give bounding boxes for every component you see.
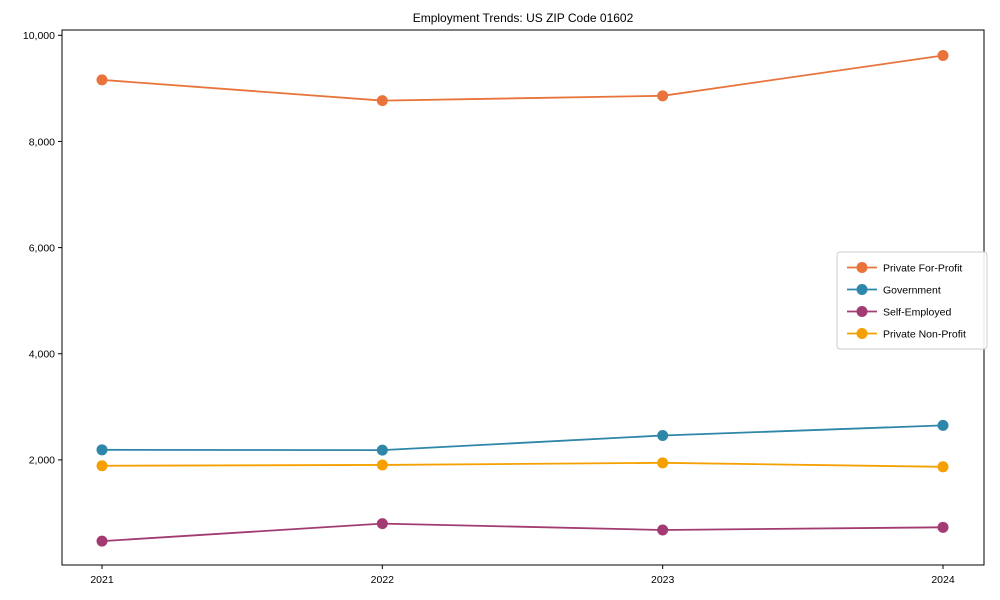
x-tick-label: 2023 — [651, 574, 675, 586]
data-point-private-non-profit — [937, 461, 949, 473]
data-point-self-employed — [937, 521, 949, 533]
data-point-government — [96, 444, 108, 456]
series-line-private-non-profit — [101, 461, 944, 468]
y-tick-label: 6,000 — [29, 242, 55, 254]
y-tick-label: 8,000 — [29, 136, 55, 148]
data-point-government — [657, 429, 669, 441]
data-point-government — [937, 419, 949, 431]
plot-layer: 2,000 4,000 6,000 8,000 10,000 2021 2022 2023 20… — [23, 29, 988, 586]
data-point-private-for-profit — [96, 74, 108, 86]
legend-label-government: Government — [883, 284, 941, 296]
data-point-government — [376, 444, 388, 456]
series-line-government — [101, 424, 944, 451]
data-point-private-non-profit — [96, 460, 108, 472]
legend-swatch-marker-self-employed — [856, 306, 868, 317]
legend-label-private-non-profit: Private Non-Profit — [883, 328, 966, 340]
legend-label-private-for-profit: Private For-Profit — [883, 262, 962, 274]
legend-box — [836, 251, 988, 350]
data-point-self-employed — [657, 524, 669, 536]
y-tick-label: 2,000 — [29, 455, 55, 467]
data-point-private-non-profit — [376, 459, 388, 471]
data-point-self-employed — [96, 535, 108, 547]
series-line-self-employed — [101, 522, 944, 543]
legend-swatch-marker-government — [856, 284, 868, 295]
data-point-self-employed — [376, 518, 388, 530]
x-tick-label: 2024 — [931, 574, 955, 586]
chart-title: Employment Trends: US ZIP Code 01602 — [413, 11, 634, 25]
data-point-private-for-profit — [376, 95, 388, 107]
y-tick-label: 10,000 — [23, 30, 55, 42]
data-point-private-non-profit — [657, 457, 669, 469]
data-point-private-for-profit — [937, 49, 949, 61]
x-tick-label: 2021 — [90, 574, 114, 586]
legend-swatch-marker-private-non-profit — [856, 328, 868, 339]
x-tick-label: 2022 — [371, 574, 395, 586]
y-tick-label: 4,000 — [29, 349, 55, 361]
legend-label-self-employed: Self-Employed — [883, 306, 951, 318]
data-point-private-for-profit — [657, 90, 669, 102]
legend-swatch-marker-private-for-profit — [856, 262, 868, 273]
series-line-private-for-profit — [101, 54, 944, 102]
